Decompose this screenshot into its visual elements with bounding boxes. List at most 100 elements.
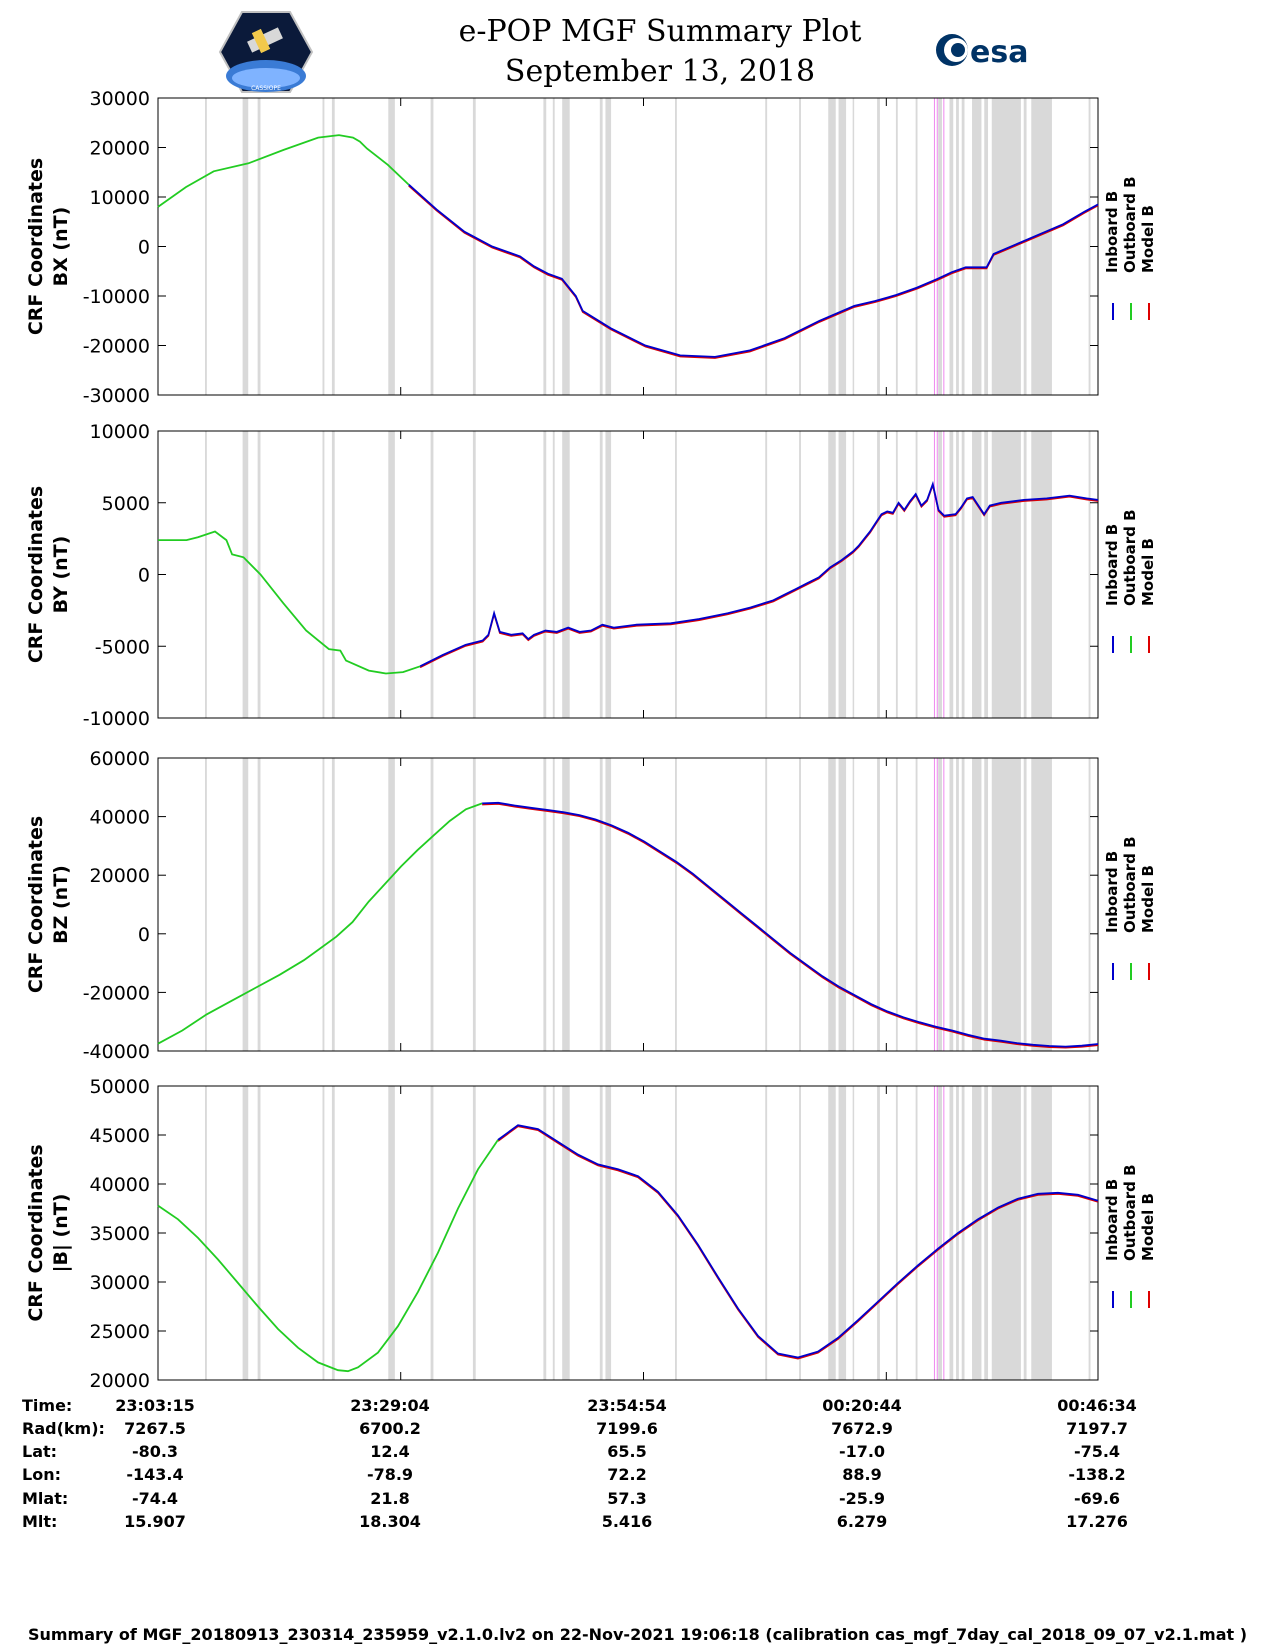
data-gap-band <box>984 1086 989 1380</box>
data-gap-band <box>838 1086 847 1380</box>
data-gap-band <box>852 431 855 718</box>
data-gap-band <box>961 758 965 1051</box>
data-gap-band <box>838 758 847 1051</box>
table-cell: -75.4 <box>1073 1442 1121 1461</box>
table-cell: -80.3 <box>131 1442 179 1461</box>
data-gap-band <box>915 1086 918 1380</box>
inboard-b-series <box>482 801 1099 1048</box>
data-gap-band <box>938 431 942 718</box>
data-gap-band <box>242 1086 249 1380</box>
y-axis-unit-label: BZ (nT) <box>50 865 72 944</box>
y-tick-label: 50000 <box>90 1076 150 1098</box>
y-axis-label: CRF Coordinates <box>25 158 47 335</box>
data-gap-band <box>877 431 880 718</box>
data-gap-band <box>472 431 476 718</box>
legend-label: Model B <box>1139 205 1157 273</box>
data-gap-band <box>1088 758 1091 1051</box>
data-gap-band <box>895 1086 898 1380</box>
data-gap-band <box>322 1086 325 1380</box>
data-gap-band <box>331 758 335 1051</box>
y-tick-label: -20000 <box>83 982 150 1004</box>
plot-frame <box>157 757 1099 1052</box>
data-gap-band <box>1023 758 1027 1051</box>
data-gap-band <box>765 98 768 395</box>
data-gap-band <box>675 98 677 395</box>
data-gap-band <box>956 431 959 718</box>
y-axis-label: CRF Coordinates <box>25 816 47 993</box>
table-cell: -138.2 <box>1068 1465 1126 1484</box>
table-cell: 00:46:34 <box>1057 1396 1137 1415</box>
data-gap-band <box>472 1086 476 1380</box>
table-cell: -143.4 <box>126 1465 184 1484</box>
data-gap-band <box>852 98 855 395</box>
data-gap-band <box>675 431 677 718</box>
table-cell: 23:03:15 <box>115 1396 195 1415</box>
outboard-b-series <box>158 530 421 675</box>
y-tick-label: 45000 <box>90 1125 150 1147</box>
table-cell: -74.4 <box>131 1489 179 1508</box>
panel-3: 60000 40000 20000 0 -20000 -40000 CRF Coordina… <box>25 748 1157 1063</box>
table-row-label: Lon: <box>22 1465 61 1484</box>
y-tick-label: 30000 <box>90 1272 150 1294</box>
table-cell: -17.0 <box>838 1442 886 1461</box>
y-axis-unit-label: |B| (nT) <box>50 1194 72 1273</box>
data-gap-band <box>915 758 918 1051</box>
legend-label: Inboard B <box>1103 851 1121 933</box>
table-cell: 7672.9 <box>831 1419 893 1438</box>
data-gap-band <box>915 98 918 395</box>
data-gap-band <box>331 98 335 395</box>
data-gap-band <box>984 431 989 718</box>
data-gap-band <box>984 98 989 395</box>
y-tick-label: 60000 <box>90 748 150 770</box>
data-gap-band <box>543 431 547 718</box>
table-row-label: Mlt: <box>22 1512 58 1531</box>
plot-title: e-POP MGF Summary Plot <box>458 14 862 49</box>
table-cell: 15.907 <box>124 1512 186 1531</box>
data-gap-band <box>828 1086 836 1380</box>
data-gap-band <box>562 758 570 1051</box>
legend-label: Model B <box>1139 538 1157 606</box>
table-cell: 6.279 <box>836 1512 888 1531</box>
table-cell: 6700.2 <box>359 1419 421 1438</box>
data-gap-band <box>991 758 1021 1051</box>
legend-label: Outboard B <box>1121 1164 1139 1261</box>
data-gap-band <box>1031 98 1052 395</box>
table-cell: 17.276 <box>1066 1512 1128 1531</box>
data-gap-band <box>949 1086 954 1380</box>
table-cell: 7267.5 <box>124 1419 186 1438</box>
data-gap-band <box>972 431 982 718</box>
data-gap-band <box>205 98 207 395</box>
footer-note: Summary of MGF_20180913_230314_235959_v2… <box>27 1625 1248 1644</box>
y-tick-label: 35000 <box>90 1223 150 1245</box>
data-gap-band <box>430 431 434 718</box>
y-tick-label: 10000 <box>90 421 150 443</box>
svg-text:esa: esa <box>970 35 1028 70</box>
y-tick-label: 40000 <box>90 1174 150 1196</box>
table-cell: 72.2 <box>607 1465 647 1484</box>
data-gap-band <box>949 98 954 395</box>
y-tick-label: 0 <box>138 924 150 946</box>
data-gap-band <box>388 758 395 1051</box>
data-gap-band <box>257 98 261 395</box>
data-gap-band <box>765 431 768 718</box>
data-gap-band <box>675 758 677 1051</box>
data-gap-band <box>991 98 1021 395</box>
data-gap-band <box>852 758 855 1051</box>
data-gap-band <box>472 98 476 395</box>
esa-logo: esa <box>930 30 1040 74</box>
inboard-b-series <box>408 183 1099 358</box>
data-gap-band <box>543 98 547 395</box>
table-cell: 7199.6 <box>596 1419 658 1438</box>
data-gap-band <box>552 1086 555 1380</box>
data-gap-band <box>828 98 836 395</box>
data-gap-band <box>562 98 570 395</box>
legend-label: Inboard B <box>1103 1179 1121 1261</box>
data-gap-band <box>972 98 982 395</box>
data-gap-band <box>205 758 207 1051</box>
table-cell: 88.9 <box>842 1465 882 1484</box>
data-gap-band <box>599 1086 603 1380</box>
data-gap-band <box>1023 431 1027 718</box>
model-b-series <box>497 1125 1099 1360</box>
table-cell: 21.8 <box>370 1489 410 1508</box>
panel-1: 30000 20000 10000 0 -10000 -20000 -30000 CRF Co… <box>25 88 1157 407</box>
